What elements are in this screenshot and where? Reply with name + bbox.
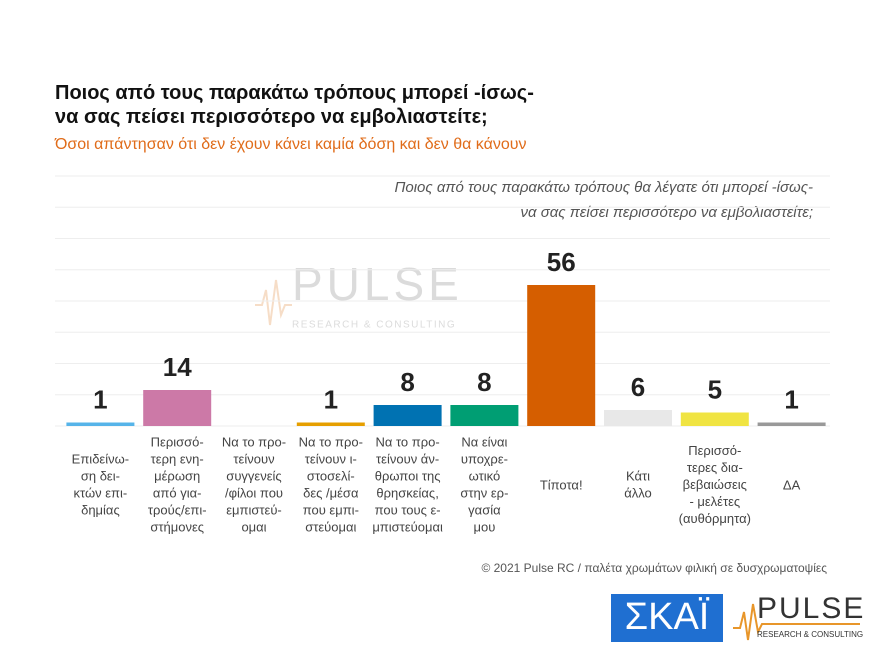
watermark-name: PULSE bbox=[292, 258, 463, 310]
footer: © 2021 Pulse RC / παλέτα χρωμάτων φιλική… bbox=[481, 561, 827, 575]
bar bbox=[527, 285, 596, 426]
bar bbox=[450, 405, 519, 426]
data-label: 8 bbox=[400, 367, 414, 397]
bar bbox=[373, 405, 442, 426]
pollster-name: PULSE bbox=[757, 592, 865, 625]
data-label: 56 bbox=[547, 247, 576, 277]
x-tick-label: Περισσό-τερες δια-βεβαιώσεις - μελέτες (αυ… bbox=[679, 443, 751, 526]
broadcaster-logo bbox=[611, 594, 723, 642]
x-tick-label: Να το προ-τείνουν ι-στοσελί-δες /μέσα που… bbox=[299, 435, 363, 535]
bar bbox=[296, 422, 365, 426]
x-tick-label: Τίποτα! bbox=[540, 477, 583, 492]
chart-title: Ποιος από τους παρακάτω τρόπους μπορεί -… bbox=[55, 82, 534, 128]
x-tick-label: Να το προ-τείνουν άν-θρωποι της θρησκείας… bbox=[372, 435, 443, 535]
watermark-icon bbox=[255, 279, 292, 326]
data-label: 1 bbox=[324, 384, 338, 414]
x-tick-label: Περισσό-τερη ενη-μέρωση από για-τρούς/επι… bbox=[148, 435, 207, 535]
pollster-tagline: RESEARCH & CONSULTING bbox=[757, 630, 863, 639]
watermark: PULSE RESEARCH & CONSULTING bbox=[255, 258, 463, 331]
bar bbox=[757, 422, 826, 426]
data-label: 14 bbox=[163, 352, 192, 382]
x-tick-label: Επιδείνω-ση δει-κτών επι-δημίας bbox=[72, 452, 129, 518]
data-label: 1 bbox=[784, 384, 798, 414]
watermark-tagline: RESEARCH & CONSULTING bbox=[292, 320, 456, 331]
broadcaster-name: ΣΚΑΪ bbox=[625, 596, 710, 638]
bar bbox=[604, 410, 672, 426]
x-tick-label: ΔΑ bbox=[783, 477, 801, 492]
annotation: Ποιος από τους παρακάτω τρόπους θα λέγατ… bbox=[395, 179, 813, 221]
data-label: 5 bbox=[708, 374, 722, 404]
x-tick-label: Κάτι άλλο bbox=[624, 469, 652, 501]
bar bbox=[143, 390, 212, 426]
x-tick-label: Να το προ-τείνουν συγγενείς/φίλοι που εμπι… bbox=[222, 435, 286, 535]
chart-subtitle: Όσοι απάντησαν ότι δεν έχουν κάνει καμία… bbox=[54, 136, 527, 153]
pollster-icon bbox=[733, 603, 860, 641]
bar bbox=[66, 422, 135, 426]
bar bbox=[680, 412, 749, 426]
data-label: 8 bbox=[477, 367, 491, 397]
data-label: 6 bbox=[631, 372, 645, 402]
x-tick-label: Να είναι υποχρε-ωτικό στην ερ-γασία μου bbox=[460, 435, 508, 535]
data-label: 1 bbox=[93, 384, 107, 414]
